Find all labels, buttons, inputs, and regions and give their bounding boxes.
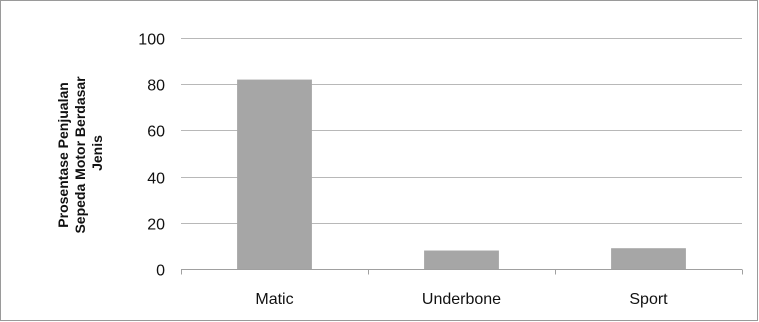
- bars: [237, 79, 686, 269]
- x-tick-labels: Matic Underbone Sport: [255, 291, 668, 308]
- y-axis-title: Prosentase Penjualan Sepeda Motor Berdas…: [55, 72, 105, 233]
- y-axis-title-line-2: Sepeda Motor Berdasar: [72, 76, 88, 234]
- x-tick-label: Matic: [255, 291, 293, 308]
- y-tick-label: 20: [147, 217, 165, 234]
- bar-matic: [237, 79, 312, 269]
- y-tick-label: 40: [147, 171, 165, 188]
- x-tick-label: Underbone: [422, 291, 501, 308]
- y-axis-title-line-1: Prosentase Penjualan: [55, 82, 71, 228]
- y-tick-label: 80: [147, 78, 165, 95]
- y-tick-label: 0: [156, 263, 165, 280]
- y-axis-title-line-3: Jenis: [89, 135, 105, 171]
- y-tick-label: 100: [138, 32, 165, 49]
- axes: [181, 269, 743, 275]
- bar-sport: [611, 248, 686, 269]
- y-tick-labels: 0 20 40 60 80 100: [138, 32, 165, 280]
- y-tick-label: 60: [147, 124, 165, 141]
- x-tick-label: Sport: [629, 291, 668, 308]
- bar-underbone: [424, 250, 499, 269]
